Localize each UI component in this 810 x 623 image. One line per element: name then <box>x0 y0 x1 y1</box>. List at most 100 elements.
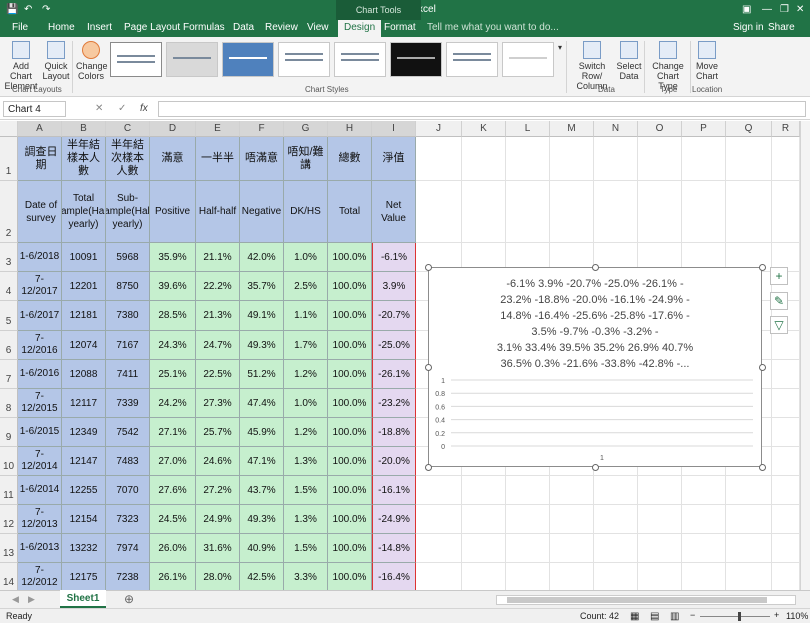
normal-view-icon[interactable]: ▦ <box>630 611 640 622</box>
data-cell[interactable]: 100.0% <box>328 331 372 360</box>
chart-resize-handle[interactable] <box>758 263 766 271</box>
formula-input[interactable] <box>158 101 806 117</box>
tab-formulas[interactable]: Formulas <box>183 22 225 33</box>
data-cell[interactable]: 31.6% <box>196 534 240 563</box>
data-cell[interactable]: 49.3% <box>240 505 284 534</box>
row-header-9[interactable]: 9 <box>0 418 18 447</box>
data-cell[interactable]: 100.0% <box>328 272 372 301</box>
tab-file[interactable]: File <box>12 22 29 33</box>
header-en-cell[interactable]: Total <box>328 181 372 243</box>
data-cell[interactable]: 12181 <box>62 301 106 331</box>
chart-resize-handle[interactable] <box>591 263 599 271</box>
header-en-cell[interactable]: Negative <box>240 181 284 243</box>
data-cell[interactable]: 26.1% <box>150 563 196 590</box>
chart-resize-handle[interactable] <box>758 363 766 371</box>
cancel-icon[interactable]: ✕ <box>95 103 104 114</box>
chart-resize-handle[interactable] <box>424 463 432 471</box>
data-cell[interactable]: 21.3% <box>196 301 240 331</box>
zoom-level[interactable]: 110% <box>786 611 809 621</box>
name-box[interactable]: Chart 4 <box>3 101 66 117</box>
column-header-B[interactable]: B <box>62 121 106 137</box>
tell-me-box[interactable]: Tell me what you want to do... <box>427 22 559 33</box>
row-header-6[interactable]: 6 <box>0 331 18 360</box>
header-zh-cell[interactable]: 一半半 <box>196 137 240 181</box>
column-header-M[interactable]: M <box>550 121 594 137</box>
change-chart-type-button[interactable]: Change Chart Type <box>648 41 688 91</box>
data-cell[interactable]: 100.0% <box>328 505 372 534</box>
ribbon-display-icon[interactable]: ▣ <box>742 4 752 15</box>
horizontal-scroll-thumb[interactable] <box>507 597 767 603</box>
column-header-Q[interactable]: Q <box>726 121 772 137</box>
data-cell[interactable]: 39.6% <box>150 272 196 301</box>
data-cell[interactable]: 7070 <box>106 476 150 505</box>
data-cell[interactable]: 12154 <box>62 505 106 534</box>
sheet-nav-next-icon[interactable]: ▶ <box>28 594 35 604</box>
row-header-11[interactable]: 11 <box>0 476 18 505</box>
data-cell[interactable]: 49.1% <box>240 301 284 331</box>
tab-review[interactable]: Review <box>265 22 298 33</box>
data-cell[interactable]: 1.5% <box>284 534 328 563</box>
chart-style-7[interactable] <box>446 42 498 77</box>
data-cell[interactable]: 7974 <box>106 534 150 563</box>
quick-layout-button[interactable]: Quick Layout <box>42 41 70 81</box>
date-cell[interactable]: 1-6/2018 <box>18 243 62 272</box>
column-header-P[interactable]: P <box>682 121 726 137</box>
chart-style-8[interactable] <box>502 42 554 77</box>
data-cell[interactable]: 1.1% <box>284 301 328 331</box>
date-cell[interactable]: 1-6/2013 <box>18 534 62 563</box>
worksheet-grid[interactable]: A B C D E F G H I J K L M N O P Q R 1 2 3 4 5 6 7 8 9 10 11 12 13 14 調查日… <box>0 121 800 590</box>
row-header-4[interactable]: 4 <box>0 272 18 301</box>
data-cell[interactable]: 7483 <box>106 447 150 476</box>
data-cell[interactable]: 7167 <box>106 331 150 360</box>
data-cell[interactable]: 1.2% <box>284 418 328 447</box>
zoom-slider-thumb[interactable] <box>738 612 741 621</box>
data-cell[interactable]: -14.8% <box>372 534 416 563</box>
add-sheet-icon[interactable]: ⊕ <box>124 592 135 606</box>
chart-style-2[interactable] <box>166 42 218 77</box>
header-zh-cell[interactable]: 唔滿意 <box>240 137 284 181</box>
data-cell[interactable]: 10091 <box>62 243 106 272</box>
data-cell[interactable]: 100.0% <box>328 418 372 447</box>
chart-style-4[interactable] <box>278 42 330 77</box>
header-zh-cell[interactable]: 滿意 <box>150 137 196 181</box>
data-cell[interactable]: 100.0% <box>328 447 372 476</box>
data-cell[interactable]: 7238 <box>106 563 150 590</box>
data-cell[interactable]: 27.1% <box>150 418 196 447</box>
date-cell[interactable]: 7-12/2015 <box>18 389 62 418</box>
column-header-R[interactable]: R <box>772 121 800 137</box>
data-cell[interactable]: 43.7% <box>240 476 284 505</box>
data-cell[interactable]: 12349 <box>62 418 106 447</box>
header-zh-cell[interactable]: 半年結次樣本人數 <box>106 137 150 181</box>
data-cell[interactable]: -20.0% <box>372 447 416 476</box>
data-cell[interactable]: 49.3% <box>240 331 284 360</box>
data-cell[interactable]: 7323 <box>106 505 150 534</box>
chart-style-1[interactable] <box>110 42 162 77</box>
tab-design[interactable]: Design <box>338 20 382 37</box>
data-cell[interactable]: -6.1% <box>372 243 416 272</box>
chart[interactable]: -6.1% 3.9% -20.7% -25.0% -26.1% - 23.2% -… <box>428 267 762 467</box>
data-cell[interactable]: -20.7% <box>372 301 416 331</box>
insert-function-icon[interactable]: fx <box>140 103 148 114</box>
chart-resize-handle[interactable] <box>758 463 766 471</box>
data-cell[interactable]: 25.7% <box>196 418 240 447</box>
column-header-F[interactable]: F <box>240 121 284 137</box>
data-cell[interactable]: 100.0% <box>328 476 372 505</box>
column-header-O[interactable]: O <box>638 121 682 137</box>
move-chart-button[interactable]: Move Chart <box>694 41 720 81</box>
data-cell[interactable]: 12117 <box>62 389 106 418</box>
row-header-1[interactable]: 1 <box>0 137 18 181</box>
header-zh-cell[interactable]: 唔知/難講 <box>284 137 328 181</box>
header-zh-cell[interactable]: 淨值 <box>372 137 416 181</box>
column-header-I[interactable]: I <box>372 121 416 137</box>
column-header-C[interactable]: C <box>106 121 150 137</box>
data-cell[interactable]: -24.9% <box>372 505 416 534</box>
data-cell[interactable]: 22.2% <box>196 272 240 301</box>
data-cell[interactable]: 100.0% <box>328 301 372 331</box>
header-en-cell[interactable]: Date of survey <box>18 181 62 243</box>
sign-in-link[interactable]: Sign in <box>733 22 764 33</box>
data-cell[interactable]: 42.5% <box>240 563 284 590</box>
header-zh-cell[interactable]: 調查日期 <box>18 137 62 181</box>
data-cell[interactable]: 3.3% <box>284 563 328 590</box>
tab-page-layout[interactable]: Page Layout <box>124 22 181 33</box>
data-cell[interactable]: 1.2% <box>284 360 328 389</box>
